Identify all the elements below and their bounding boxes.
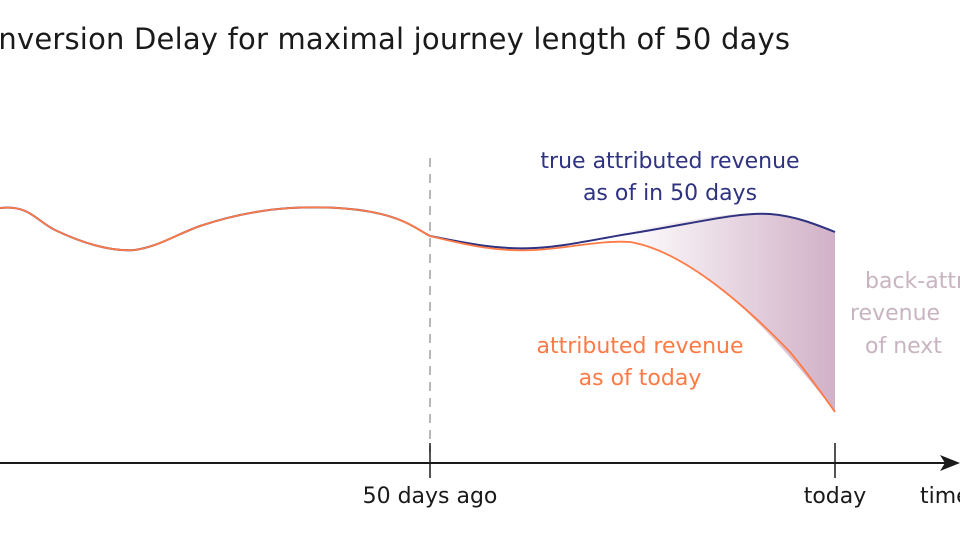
today-revenue-label-line1: attributed revenue (537, 334, 744, 359)
tick-label-50-days-ago: 50 days ago (363, 484, 498, 509)
back-attributed-label-line3: of next (865, 334, 942, 359)
diagram-title: Conversion Delay for maximal journey len… (0, 22, 791, 56)
true-revenue-label-line1: true attributed revenue (540, 149, 799, 174)
revenue-gap-shading (620, 213, 835, 412)
today-revenue-label-line2: as of today (579, 366, 702, 391)
true-revenue-label-line2: as of in 50 days (583, 181, 757, 206)
today-revenue-line (0, 206, 836, 413)
back-attributed-label-line1: back-attributed (865, 269, 960, 294)
time-axis-arrow-icon (940, 455, 960, 471)
back-attributed-label-line2: revenue (850, 301, 940, 326)
tick-label-today: today (804, 484, 867, 509)
axis-label-time: time (920, 484, 960, 509)
